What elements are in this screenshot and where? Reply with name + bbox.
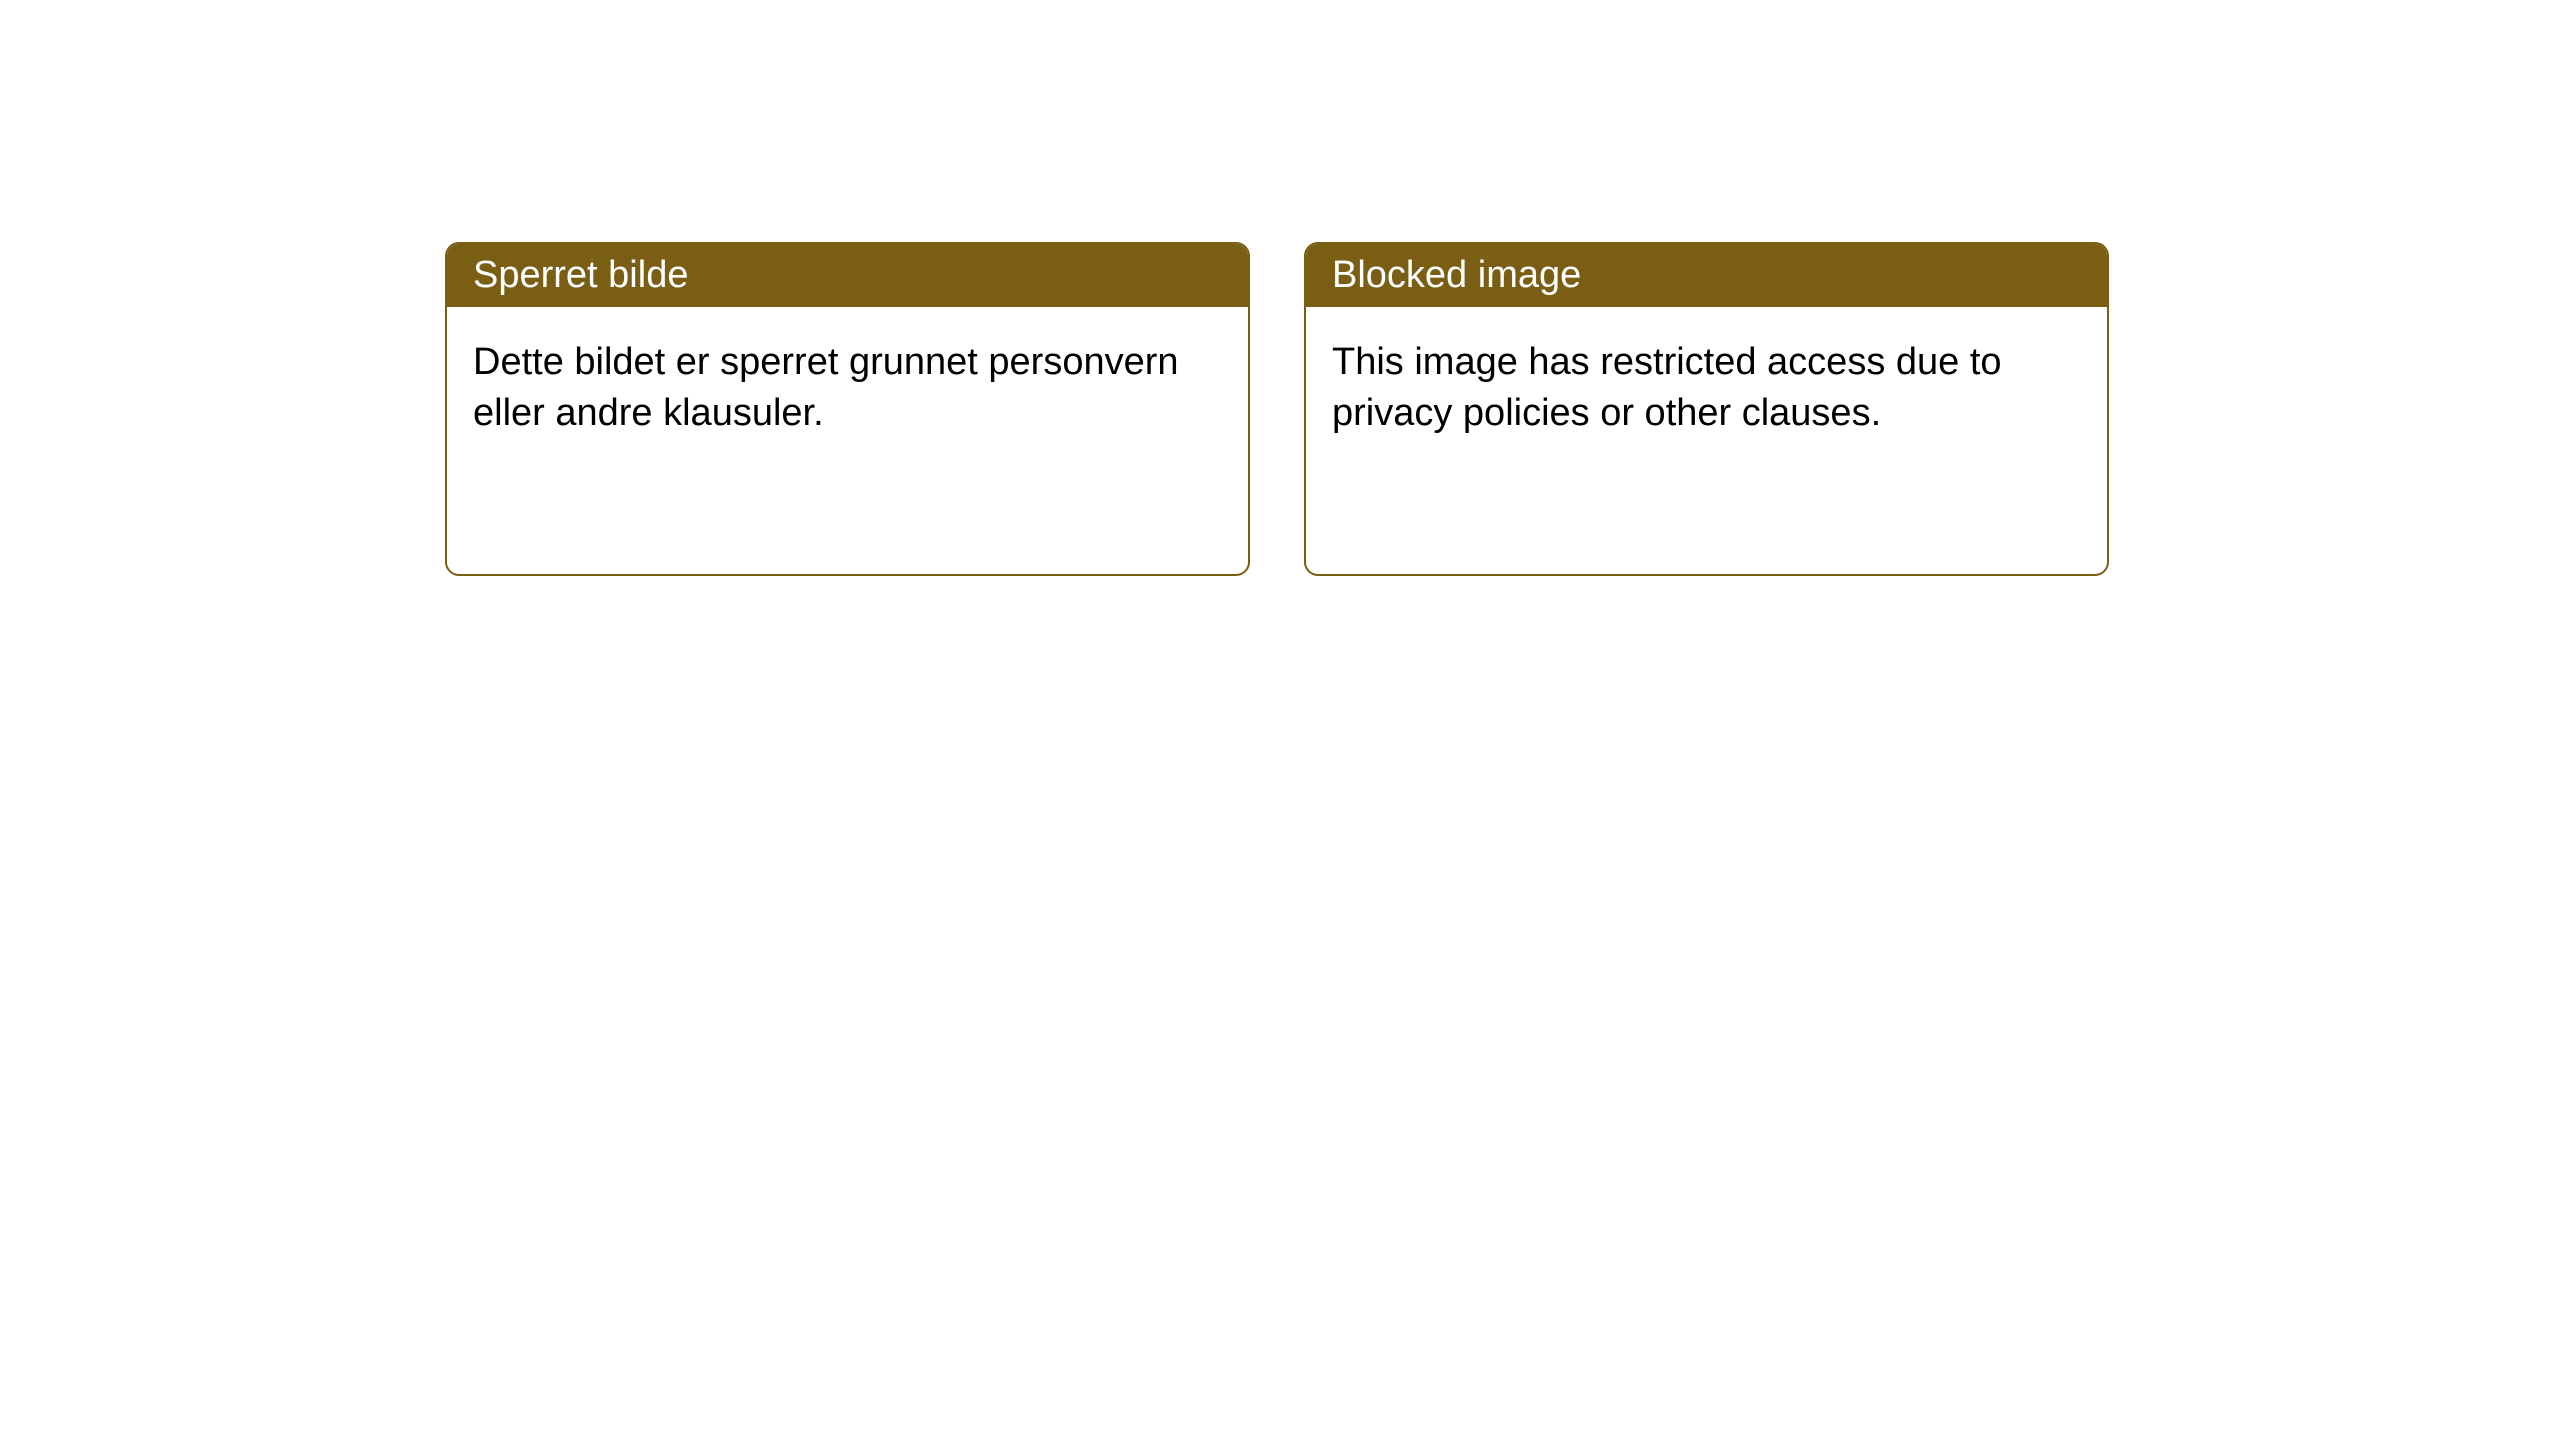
notice-title-english: Blocked image	[1306, 244, 2107, 307]
notice-box-norwegian: Sperret bilde Dette bildet er sperret gr…	[445, 242, 1250, 576]
notice-body-norwegian: Dette bildet er sperret grunnet personve…	[447, 307, 1248, 470]
notice-title-norwegian: Sperret bilde	[447, 244, 1248, 307]
notice-body-english: This image has restricted access due to …	[1306, 307, 2107, 470]
notice-container: Sperret bilde Dette bildet er sperret gr…	[0, 0, 2560, 576]
notice-box-english: Blocked image This image has restricted …	[1304, 242, 2109, 576]
